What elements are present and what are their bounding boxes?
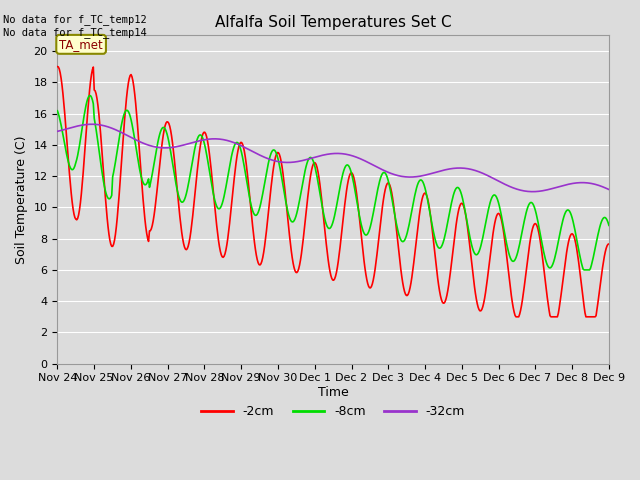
Legend: -2cm, -8cm, -32cm: -2cm, -8cm, -32cm <box>196 400 470 423</box>
Text: No data for f_TC_temp12
No data for f_TC_temp14: No data for f_TC_temp12 No data for f_TC… <box>3 14 147 38</box>
Y-axis label: Soil Temperature (C): Soil Temperature (C) <box>15 135 28 264</box>
Title: Alfalfa Soil Temperatures Set C: Alfalfa Soil Temperatures Set C <box>215 15 451 30</box>
X-axis label: Time: Time <box>318 386 349 399</box>
Text: TA_met: TA_met <box>60 38 103 51</box>
